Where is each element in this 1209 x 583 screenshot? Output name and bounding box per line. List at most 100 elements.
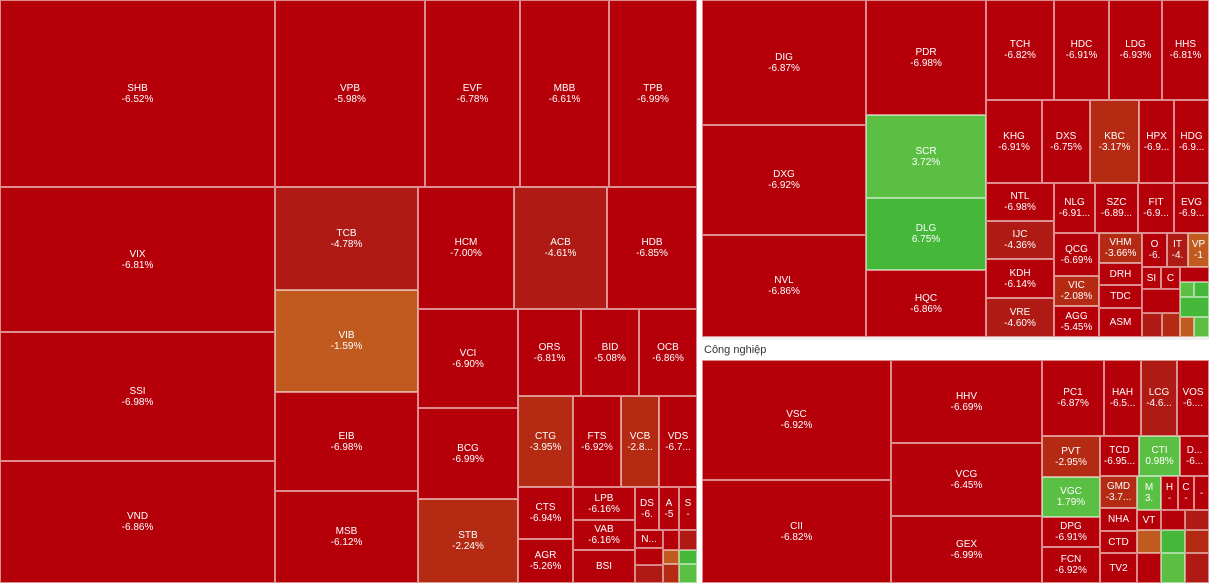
tile-small[interactable] xyxy=(1161,553,1185,583)
tile-small[interactable] xyxy=(1194,282,1209,297)
tile-small[interactable] xyxy=(679,550,697,564)
tile-fcn[interactable]: FCN -6.92% xyxy=(1042,547,1100,583)
tile-s[interactable]: S- xyxy=(679,487,697,530)
tile-gmd[interactable]: GMD -3.7... xyxy=(1100,476,1137,508)
tile-bsi[interactable]: BSI xyxy=(573,550,635,583)
tile-vp[interactable]: VP -1 xyxy=(1188,233,1209,267)
tile-vcg[interactable]: VCG -6.45% xyxy=(891,443,1042,516)
tile-nvl[interactable]: NVL -6.86% xyxy=(702,235,866,337)
tile-a[interactable]: A -5 xyxy=(659,487,679,530)
tile-vsc[interactable]: VSC -6.92% xyxy=(702,360,891,480)
tile-small[interactable] xyxy=(1194,317,1209,337)
tile-pvt[interactable]: PVT -2.95% xyxy=(1042,436,1100,477)
tile-dig[interactable]: DIG -6.87% xyxy=(702,0,866,125)
tile-vab[interactable]: VAB -6.16% xyxy=(573,520,635,550)
tile-small[interactable] xyxy=(663,530,679,550)
tile-small[interactable] xyxy=(1185,510,1209,530)
tile-tcb[interactable]: TCB -4.78% xyxy=(275,187,418,290)
tile-x[interactable]: - xyxy=(1194,476,1209,510)
tile-small[interactable] xyxy=(635,548,663,565)
tile-small[interactable] xyxy=(1185,553,1209,583)
tile-hdb[interactable]: HDB -6.85% xyxy=(607,187,697,309)
tile-d[interactable]: D... -6... xyxy=(1180,436,1209,476)
tile-mbb[interactable]: MBB -6.61% xyxy=(520,0,609,187)
tile-vos[interactable]: VOS -6.... xyxy=(1177,360,1209,436)
tile-small[interactable] xyxy=(1137,553,1161,583)
tile-scr[interactable]: SCR 3.72% xyxy=(866,115,986,198)
tile-bid[interactable]: BID -5.08% xyxy=(581,309,639,396)
tile-dxs[interactable]: DXS -6.75% xyxy=(1042,100,1090,183)
tile-ijc[interactable]: IJC -4.36% xyxy=(986,221,1054,259)
tile-vpb[interactable]: VPB -5.98% xyxy=(275,0,425,187)
tile-khg[interactable]: KHG -6.91% xyxy=(986,100,1042,183)
tile-h[interactable]: H- xyxy=(1161,476,1178,510)
tile-small[interactable] xyxy=(1162,313,1180,337)
tile-cti[interactable]: CTI 0.98% xyxy=(1139,436,1180,476)
tile-vcb[interactable]: VCB -2.8... xyxy=(621,396,659,487)
tile-small[interactable] xyxy=(635,565,663,583)
tile-evf[interactable]: EVF -6.78% xyxy=(425,0,520,187)
tile-vt[interactable]: VT xyxy=(1137,510,1161,530)
tile-kbc[interactable]: KBC -3.17% xyxy=(1090,100,1139,183)
tile-dpg[interactable]: DPG -6.91% xyxy=(1042,517,1100,547)
tile-cts[interactable]: CTS -6.94% xyxy=(518,487,573,539)
tile-evg[interactable]: EVG -6.9... xyxy=(1174,183,1209,233)
tile-vix[interactable]: VIX -6.81% xyxy=(0,187,275,332)
tile-pc1[interactable]: PC1 -6.87% xyxy=(1042,360,1104,436)
tile-szc[interactable]: SZC -6.89... xyxy=(1095,183,1138,233)
tile-ldg[interactable]: LDG -6.93% xyxy=(1109,0,1162,100)
tile-hdg[interactable]: HDG -6.9... xyxy=(1174,100,1209,183)
tile-small[interactable] xyxy=(663,564,679,583)
tile-small[interactable] xyxy=(1180,267,1209,282)
tile-small[interactable] xyxy=(1137,530,1161,553)
tile-pdr[interactable]: PDR -6.98% xyxy=(866,0,986,115)
tile-it[interactable]: IT -4. xyxy=(1167,233,1188,267)
tile-tpb[interactable]: TPB -6.99% xyxy=(609,0,697,187)
tile-lcg[interactable]: LCG -4.6... xyxy=(1141,360,1177,436)
tile-c[interactable]: C xyxy=(1161,267,1180,289)
tile-hhs[interactable]: HHS -6.81% xyxy=(1162,0,1209,100)
tile-fts[interactable]: FTS -6.92% xyxy=(573,396,621,487)
tile-ds[interactable]: DS -6. xyxy=(635,487,659,530)
tile-c[interactable]: C- xyxy=(1178,476,1194,510)
tile-ocb[interactable]: OCB -6.86% xyxy=(639,309,697,396)
tile-small[interactable] xyxy=(1142,289,1180,313)
tile-dxg[interactable]: DXG -6.92% xyxy=(702,125,866,235)
tile-tdc[interactable]: TDC xyxy=(1099,285,1142,308)
tile-bcg[interactable]: BCG -6.99% xyxy=(418,408,518,499)
tile-ctg[interactable]: CTG -3.95% xyxy=(518,396,573,487)
tile-hcm[interactable]: HCM -7.00% xyxy=(418,187,514,309)
tile-gex[interactable]: GEX -6.99% xyxy=(891,516,1042,583)
tile-tch[interactable]: TCH -6.82% xyxy=(986,0,1054,100)
tile-small[interactable] xyxy=(1142,313,1162,337)
tile-small[interactable] xyxy=(1180,317,1194,337)
tile-ors[interactable]: ORS -6.81% xyxy=(518,309,581,396)
tile-n[interactable]: N... xyxy=(635,530,663,548)
tile-vnd[interactable]: VND -6.86% xyxy=(0,461,275,583)
tile-vgc[interactable]: VGC 1.79% xyxy=(1042,477,1100,517)
tile-drh[interactable]: DRH xyxy=(1099,263,1142,285)
tile-small[interactable] xyxy=(679,530,697,550)
tile-agr[interactable]: AGR -5.26% xyxy=(518,539,573,583)
tile-small[interactable] xyxy=(1161,510,1185,530)
tile-kdh[interactable]: KDH -6.14% xyxy=(986,259,1054,298)
tile-tv2[interactable]: TV2 xyxy=(1100,553,1137,583)
tile-ssi[interactable]: SSI -6.98% xyxy=(0,332,275,461)
tile-small[interactable] xyxy=(679,564,697,583)
tile-ntl[interactable]: NTL -6.98% xyxy=(986,183,1054,221)
tile-dlg[interactable]: DLG 6.75% xyxy=(866,198,986,270)
tile-vic[interactable]: VIC -2.08% xyxy=(1054,276,1099,306)
tile-hdc[interactable]: HDC -6.91% xyxy=(1054,0,1109,100)
tile-hah[interactable]: HAH -6.5... xyxy=(1104,360,1141,436)
tile-shb[interactable]: SHB -6.52% xyxy=(0,0,275,187)
tile-hqc[interactable]: HQC -6.86% xyxy=(866,270,986,337)
tile-agg[interactable]: AGG -5.45% xyxy=(1054,306,1099,337)
tile-vhm[interactable]: VHM -3.66% xyxy=(1099,233,1142,263)
tile-o[interactable]: O -6. xyxy=(1142,233,1167,267)
tile-nha[interactable]: NHA xyxy=(1100,508,1137,531)
tile-ctd[interactable]: CTD xyxy=(1100,531,1137,553)
tile-fit[interactable]: FIT -6.9... xyxy=(1138,183,1174,233)
tile-msb[interactable]: MSB -6.12% xyxy=(275,491,418,583)
tile-vci[interactable]: VCI -6.90% xyxy=(418,309,518,408)
tile-vib[interactable]: VIB -1.59% xyxy=(275,290,418,392)
